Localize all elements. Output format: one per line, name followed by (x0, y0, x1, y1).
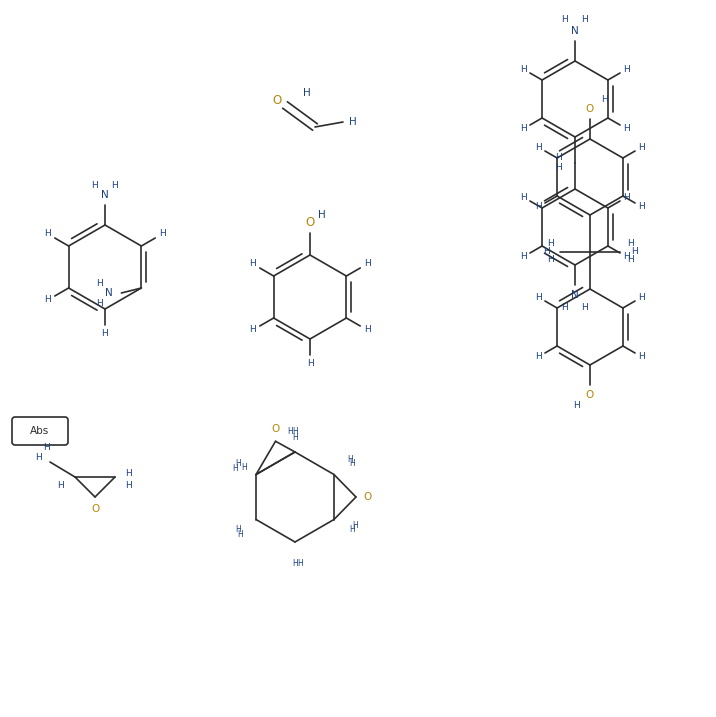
Text: H: H (536, 293, 542, 302)
Text: H: H (292, 427, 298, 435)
Text: H: H (303, 88, 311, 98)
Text: Abs: Abs (30, 426, 49, 436)
Text: H: H (623, 124, 629, 133)
Text: O: O (306, 217, 314, 229)
Text: H: H (349, 460, 355, 468)
Text: H: H (638, 293, 644, 302)
Text: H: H (573, 401, 579, 409)
Text: H: H (241, 463, 247, 472)
Text: H: H (623, 252, 629, 261)
Text: H: H (318, 210, 326, 220)
Text: H: H (235, 460, 241, 468)
Text: H: H (364, 326, 371, 335)
FancyBboxPatch shape (12, 417, 68, 445)
Text: H: H (233, 464, 238, 473)
Text: H: H (57, 480, 64, 490)
Text: N: N (101, 190, 109, 200)
Text: H: H (249, 260, 256, 268)
Text: H: H (292, 559, 298, 567)
Text: H: H (349, 526, 355, 534)
Text: O: O (586, 104, 594, 114)
Text: H: H (159, 229, 165, 239)
Text: H: H (626, 239, 634, 249)
Text: H: H (626, 255, 634, 265)
Text: O: O (586, 390, 594, 400)
Text: H: H (638, 143, 644, 152)
Text: H: H (631, 247, 637, 257)
Text: H: H (521, 252, 527, 261)
Text: H: H (292, 434, 298, 442)
Text: H: H (306, 358, 314, 368)
Text: H: H (34, 453, 42, 462)
Text: H: H (638, 202, 644, 211)
Text: H: H (623, 65, 629, 74)
Text: H: H (249, 326, 256, 335)
Text: H: H (521, 124, 527, 133)
Text: H: H (521, 193, 527, 202)
Text: H: H (352, 521, 357, 530)
Text: H: H (364, 260, 371, 268)
Text: H: H (581, 303, 589, 311)
Text: H: H (235, 526, 241, 534)
Text: H: H (125, 468, 132, 478)
Text: N: N (105, 288, 113, 298)
Text: O: O (364, 492, 372, 502)
Text: H: H (43, 444, 49, 452)
Text: H: H (102, 328, 108, 338)
Text: H: H (561, 303, 569, 311)
Text: O: O (91, 504, 99, 514)
Text: H: H (623, 193, 629, 202)
Text: H: H (546, 255, 553, 265)
Text: H: H (297, 559, 303, 567)
Text: H: H (125, 480, 132, 490)
Text: H: H (44, 295, 52, 305)
Text: H: H (556, 163, 562, 173)
Text: H: H (536, 202, 542, 211)
Text: H: H (601, 95, 607, 103)
Text: O: O (271, 424, 280, 435)
Text: H: H (287, 427, 293, 435)
Text: H: H (96, 298, 103, 308)
Text: H: H (561, 14, 569, 24)
Text: N: N (571, 290, 579, 300)
Text: H: H (546, 239, 553, 249)
Text: H: H (638, 352, 644, 361)
Text: H: H (543, 247, 549, 257)
Text: H: H (581, 14, 589, 24)
Text: H: H (92, 181, 98, 189)
Text: H: H (238, 530, 243, 539)
Text: H: H (521, 65, 527, 74)
Text: H: H (44, 229, 52, 239)
Text: H: H (349, 117, 357, 127)
Text: H: H (536, 143, 542, 152)
Text: N: N (571, 26, 579, 36)
Text: H: H (347, 455, 352, 464)
Text: O: O (272, 93, 281, 107)
Text: H: H (556, 153, 562, 163)
Text: H: H (536, 352, 542, 361)
Text: H: H (112, 181, 118, 189)
Text: H: H (96, 278, 103, 288)
